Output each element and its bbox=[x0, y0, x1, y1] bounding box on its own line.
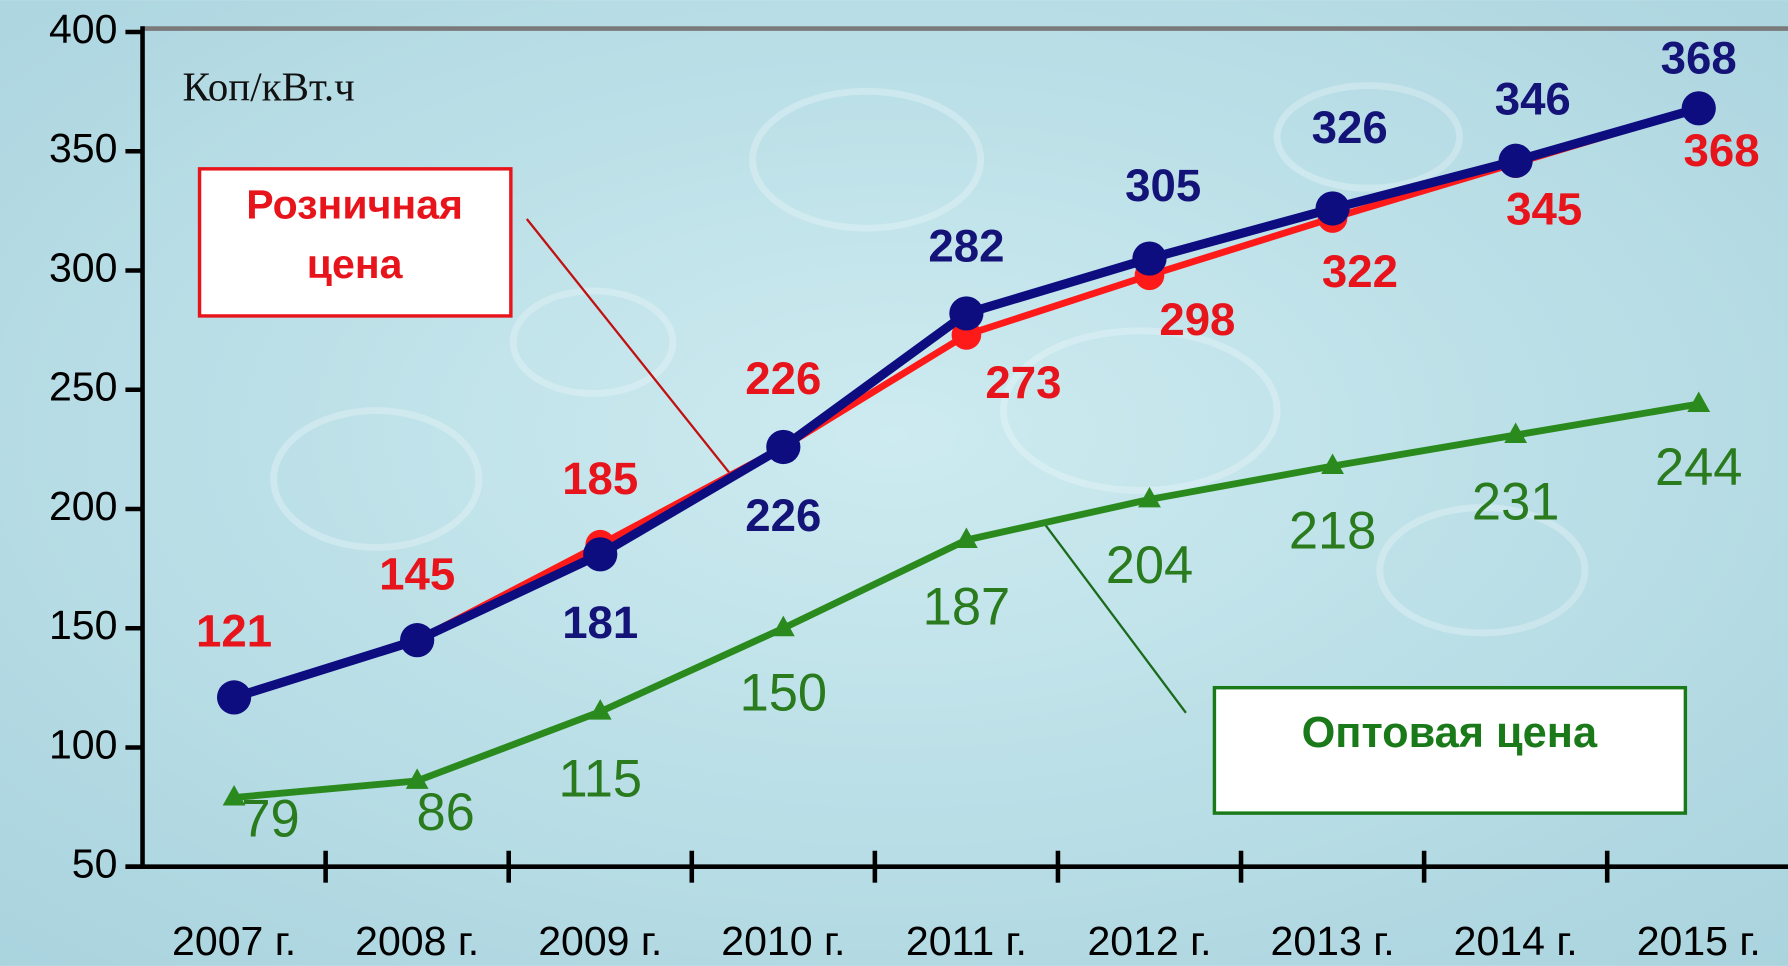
data-label: 121 bbox=[196, 606, 272, 657]
y-tick-label: 400 bbox=[49, 6, 118, 52]
y-tick-label: 350 bbox=[49, 125, 118, 171]
retail-callout-box bbox=[197, 167, 513, 318]
point-marker bbox=[1138, 486, 1161, 508]
point-marker bbox=[216, 680, 252, 715]
callout-text: Розничная bbox=[246, 181, 463, 227]
data-label: 150 bbox=[740, 665, 828, 723]
y-tick-label: 250 bbox=[49, 364, 118, 410]
point-marker bbox=[955, 527, 978, 548]
data-label: 346 bbox=[1495, 74, 1571, 125]
y-tick-label: 200 bbox=[49, 483, 118, 529]
x-tick-label: 2007 г. bbox=[172, 918, 296, 964]
y-tick-label: 150 bbox=[49, 602, 118, 648]
data-label: 345 bbox=[1506, 183, 1582, 234]
point-marker bbox=[766, 429, 801, 465]
wholesale-callout-pointer bbox=[1042, 521, 1187, 714]
point-marker bbox=[1315, 191, 1350, 226]
point-marker bbox=[1504, 422, 1528, 444]
data-label: 187 bbox=[923, 579, 1011, 637]
data-label: 322 bbox=[1322, 246, 1398, 297]
background-texture bbox=[270, 82, 1589, 637]
data-label: 231 bbox=[1472, 474, 1560, 532]
point-marker bbox=[400, 623, 435, 658]
y-tick-label: 100 bbox=[49, 721, 118, 767]
data-label: 181 bbox=[562, 597, 638, 648]
unit-label: Коп/кВт.ч bbox=[182, 64, 354, 110]
point-marker bbox=[588, 699, 612, 720]
callout-text: Оптовая цена bbox=[1302, 709, 1598, 757]
data-label: 218 bbox=[1289, 502, 1377, 560]
point-marker bbox=[1132, 241, 1167, 276]
data-label: 273 bbox=[985, 357, 1061, 408]
data-label: 282 bbox=[928, 221, 1004, 272]
point-marker bbox=[1687, 391, 1711, 413]
wholesale-callout-box bbox=[1212, 685, 1688, 815]
x-tick-label: 2015 г. bbox=[1637, 918, 1761, 964]
x-tick-label: 2014 г. bbox=[1454, 918, 1578, 964]
point-marker bbox=[949, 296, 984, 331]
data-label: 305 bbox=[1125, 160, 1201, 211]
callout-text: цена bbox=[307, 241, 404, 287]
x-tick-label: 2009 г. bbox=[538, 918, 662, 964]
y-tick-label: 50 bbox=[72, 841, 118, 887]
point-marker bbox=[771, 615, 795, 637]
data-label: 368 bbox=[1683, 125, 1759, 176]
data-label: 185 bbox=[562, 453, 638, 504]
data-label: 145 bbox=[379, 548, 455, 599]
point-marker bbox=[1681, 91, 1716, 126]
data-label: 244 bbox=[1655, 439, 1743, 497]
point-marker bbox=[583, 537, 618, 572]
x-tick-label: 2008 г. bbox=[355, 918, 479, 964]
point-marker bbox=[1498, 143, 1533, 178]
data-label: 298 bbox=[1159, 294, 1235, 345]
data-label: 115 bbox=[558, 750, 642, 808]
data-label: 79 bbox=[241, 790, 299, 848]
data-label: 226 bbox=[745, 353, 821, 404]
point-marker bbox=[1321, 453, 1344, 475]
data-label: 226 bbox=[745, 490, 821, 541]
x-tick-label: 2012 г. bbox=[1087, 918, 1211, 964]
x-tick-label: 2013 г. bbox=[1271, 918, 1395, 964]
point-marker bbox=[222, 785, 246, 806]
x-tick-label: 2011 г. bbox=[906, 918, 1027, 964]
data-label: 326 bbox=[1312, 102, 1388, 153]
point-marker bbox=[405, 768, 429, 789]
data-label: 204 bbox=[1106, 537, 1194, 595]
x-tick-label: 2010 г. bbox=[721, 918, 845, 964]
data-label: 368 bbox=[1661, 33, 1737, 84]
retail-callout-pointer bbox=[525, 218, 731, 475]
data-label: 86 bbox=[417, 784, 475, 842]
y-tick-label: 300 bbox=[49, 244, 118, 290]
